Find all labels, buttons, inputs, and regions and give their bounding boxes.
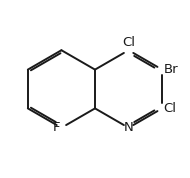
Text: Cl: Cl: [122, 36, 135, 49]
Text: Br: Br: [164, 63, 178, 76]
Text: Cl: Cl: [164, 102, 177, 115]
Text: N: N: [124, 121, 133, 134]
Text: F: F: [52, 121, 60, 134]
